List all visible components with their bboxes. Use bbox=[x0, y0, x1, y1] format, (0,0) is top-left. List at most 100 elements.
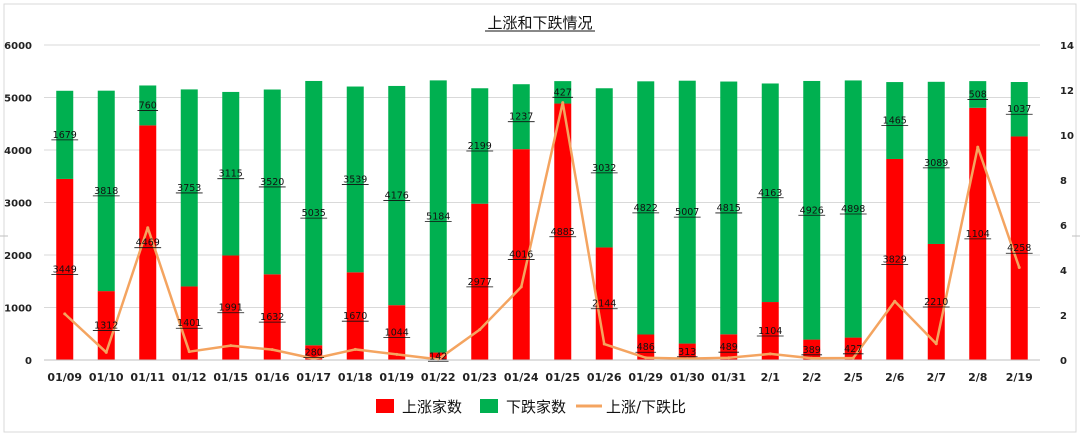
data-label-up: 1312 bbox=[94, 321, 118, 332]
legend-label: 上涨/下跌比 bbox=[606, 398, 686, 416]
bar-down bbox=[263, 89, 281, 275]
bar-down bbox=[471, 88, 489, 204]
bar-down bbox=[761, 83, 779, 303]
axis-layer: 0 1000 2000 3000 4000 5000 6000 0 2 4 6 8 10 12 14 01/0… bbox=[0, 41, 1080, 384]
data-label-up: 280 bbox=[305, 348, 323, 359]
data-label-down: 4815 bbox=[717, 203, 741, 214]
bar-down bbox=[97, 90, 115, 292]
bar-down bbox=[844, 80, 862, 338]
data-label-down: 5035 bbox=[302, 208, 326, 219]
data-label-down: 3089 bbox=[924, 158, 948, 169]
data-label-down: 760 bbox=[139, 100, 157, 111]
x-tick-label: 01/11 bbox=[130, 371, 165, 384]
ratio-point bbox=[270, 348, 274, 352]
data-label-up: 489 bbox=[720, 342, 738, 353]
data-label-up: 427 bbox=[844, 344, 862, 355]
ratio-point bbox=[395, 352, 399, 356]
data-label-down: 4163 bbox=[758, 188, 782, 199]
data-label-up: 142 bbox=[429, 351, 447, 362]
x-tick-label: 01/17 bbox=[296, 371, 331, 384]
x-tick-label: 01/15 bbox=[213, 371, 248, 384]
legend-swatch bbox=[376, 399, 394, 413]
bar-up bbox=[1010, 136, 1028, 360]
bar-down bbox=[554, 81, 572, 104]
ratio-point bbox=[1017, 266, 1021, 270]
ratio-point bbox=[353, 347, 357, 351]
x-tick-label: 01/30 bbox=[670, 371, 705, 384]
x-tick-label: 01/09 bbox=[47, 371, 82, 384]
ratio-point bbox=[63, 312, 67, 316]
bar-up bbox=[346, 272, 364, 360]
bar-up bbox=[429, 352, 447, 360]
x-tick-label: 01/31 bbox=[711, 371, 746, 384]
data-label-up: 389 bbox=[803, 345, 821, 356]
y-left-tick-label: 5000 bbox=[4, 94, 32, 105]
data-label-down: 3032 bbox=[592, 163, 616, 174]
ratio-point bbox=[893, 299, 897, 303]
bar-up bbox=[305, 345, 323, 360]
legend-label: 下跌家数 bbox=[506, 398, 566, 416]
x-tick-label: 01/19 bbox=[379, 371, 414, 384]
bar-down bbox=[222, 91, 240, 256]
ratio-point bbox=[851, 356, 855, 360]
y-left-tick-label: 3000 bbox=[4, 199, 32, 210]
bar-up bbox=[761, 302, 779, 360]
x-tick-label: 01/10 bbox=[89, 371, 124, 384]
data-label-up: 1104 bbox=[966, 229, 990, 240]
y-right-tick-label: 14 bbox=[1060, 41, 1074, 52]
y-right-tick-label: 4 bbox=[1060, 266, 1067, 277]
bar-down bbox=[595, 88, 613, 248]
ratio-point bbox=[644, 356, 648, 360]
bar-up bbox=[595, 247, 613, 360]
x-tick-label: 01/22 bbox=[421, 371, 456, 384]
ratio-point bbox=[934, 342, 938, 346]
bar-up bbox=[678, 343, 696, 360]
data-label-down: 1237 bbox=[509, 112, 533, 123]
x-tick-label: 2/5 bbox=[844, 371, 863, 384]
bar-up bbox=[927, 243, 945, 360]
data-label-up: 3829 bbox=[883, 254, 907, 265]
data-label-down: 4822 bbox=[634, 203, 658, 214]
bar-up bbox=[554, 103, 572, 360]
x-tick-label: 2/6 bbox=[885, 371, 905, 384]
ratio-point bbox=[519, 285, 523, 289]
x-tick-label: 2/7 bbox=[927, 371, 946, 384]
y-right-tick-label: 6 bbox=[1060, 221, 1067, 232]
data-label-down: 1679 bbox=[53, 130, 77, 141]
data-label-down: 4176 bbox=[385, 191, 409, 202]
x-tick-label: 01/12 bbox=[172, 371, 207, 384]
data-label-down: 4926 bbox=[800, 205, 824, 216]
data-label-up: 1044 bbox=[385, 328, 409, 339]
data-label-down: 3539 bbox=[343, 174, 367, 185]
bar-up bbox=[388, 305, 406, 360]
data-label-up: 2144 bbox=[592, 299, 616, 310]
data-label-up: 2977 bbox=[468, 277, 492, 288]
x-tick-label: 01/18 bbox=[338, 371, 373, 384]
data-label-up: 1401 bbox=[177, 318, 201, 329]
data-label-up: 2210 bbox=[924, 297, 948, 308]
bar-down bbox=[305, 80, 323, 346]
y-left-tick-label: 0 bbox=[25, 356, 32, 367]
bar-up bbox=[844, 337, 862, 360]
ratio-point bbox=[976, 145, 980, 149]
bar-down bbox=[803, 80, 821, 340]
data-label-up: 3449 bbox=[53, 264, 77, 275]
ratio-point bbox=[146, 226, 150, 230]
x-tick-label: 2/8 bbox=[968, 371, 987, 384]
bar-up bbox=[886, 158, 904, 360]
data-label-up: 1104 bbox=[758, 326, 782, 337]
y-right-tick-label: 2 bbox=[1060, 311, 1067, 322]
bar-down bbox=[678, 80, 696, 344]
y-right-tick-label: 10 bbox=[1060, 131, 1074, 142]
y-right-tick-label: 12 bbox=[1060, 86, 1074, 97]
data-label-down: 5184 bbox=[426, 211, 450, 222]
bar-up bbox=[139, 125, 157, 360]
data-label-down: 5007 bbox=[675, 207, 699, 218]
data-label-down: 508 bbox=[969, 89, 987, 100]
ratio-point bbox=[229, 344, 233, 348]
ratio-point bbox=[768, 352, 772, 356]
x-tick-label: 2/19 bbox=[1006, 371, 1033, 384]
bar-down bbox=[637, 81, 655, 335]
x-tick-label: 2/2 bbox=[802, 371, 821, 384]
